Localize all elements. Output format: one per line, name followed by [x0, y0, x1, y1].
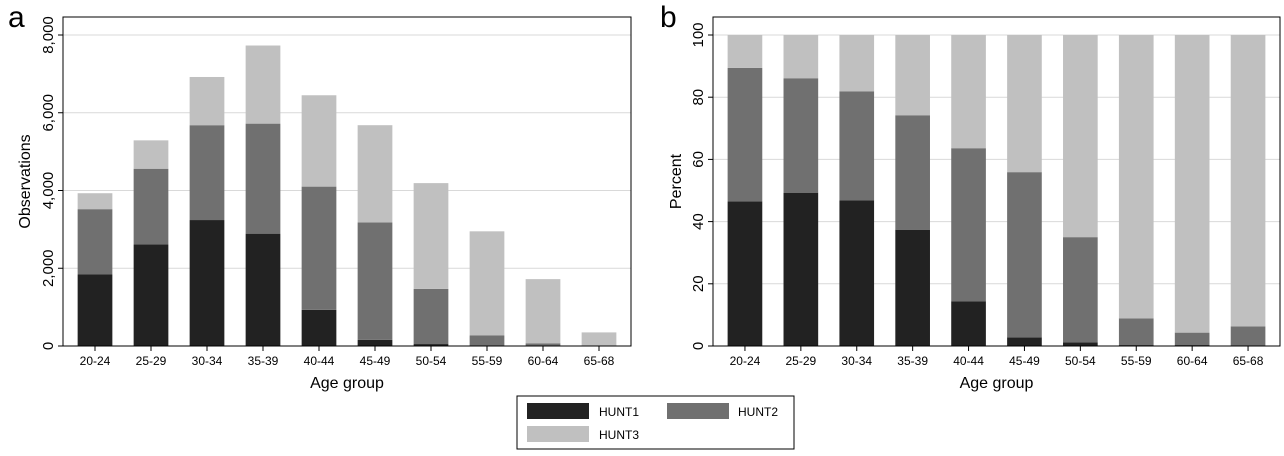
x-tick-label: 45-49: [360, 354, 391, 368]
x-tick-label: 20-24: [730, 354, 761, 368]
x-tick-label: 40-44: [304, 354, 335, 368]
x-tick-label: 60-64: [1177, 354, 1208, 368]
bar-hunt1: [951, 301, 986, 346]
bar-hunt2: [728, 68, 763, 201]
bar-hunt3: [414, 183, 449, 289]
legend-swatch-hunt3: [527, 426, 589, 442]
legend-swatch-hunt2: [667, 403, 729, 419]
y-tick-label: 80: [690, 89, 707, 106]
y-tick-label: 6,000: [40, 94, 57, 132]
bar-hunt2: [1175, 333, 1210, 345]
bar-hunt2: [526, 343, 561, 346]
bar-hunt2: [1063, 237, 1098, 342]
x-tick-label: 50-54: [1065, 354, 1096, 368]
bar-hunt3: [839, 35, 874, 91]
bar-hunt3: [1175, 35, 1210, 333]
bar-hunt1: [134, 245, 169, 346]
y-axis-label: Percent: [668, 153, 685, 209]
bar-hunt3: [951, 35, 986, 148]
panel-letter-a: a: [8, 1, 25, 34]
bar-hunt2: [1231, 326, 1266, 346]
bar-hunt3: [582, 332, 617, 345]
y-tick-label: 100: [690, 22, 707, 47]
x-tick-label: 35-39: [248, 354, 279, 368]
bar-hunt3: [470, 231, 505, 335]
x-tick-label: 65-68: [1233, 354, 1264, 368]
bar-hunt2: [470, 336, 505, 346]
bar-hunt2: [78, 209, 113, 274]
x-tick-label: 25-29: [136, 354, 167, 368]
legend-label-hunt2: HUNT2: [738, 405, 778, 419]
y-tick-label: 2,000: [40, 249, 57, 287]
x-tick-label: 25-29: [785, 354, 816, 368]
bar-hunt3: [246, 45, 281, 123]
bar-hunt3: [302, 95, 337, 186]
bar-hunt2: [414, 289, 449, 344]
x-tick-label: 20-24: [80, 354, 111, 368]
bar-hunt2: [895, 115, 930, 229]
x-tick-label: 60-64: [528, 354, 559, 368]
bar-hunt2: [1007, 172, 1042, 337]
bar-hunt3: [784, 35, 819, 78]
bar-hunt3: [190, 77, 225, 125]
bar-hunt2: [190, 125, 225, 220]
y-tick-label: 0: [40, 342, 57, 350]
bar-hunt1: [1007, 337, 1042, 346]
x-tick-label: 45-49: [1009, 354, 1040, 368]
bar-hunt2: [302, 187, 337, 310]
bar-hunt3: [1063, 35, 1098, 237]
bar-hunt3: [526, 279, 561, 343]
bar-hunt2: [839, 91, 874, 200]
y-tick-label: 60: [690, 151, 707, 168]
bar-hunt3: [1007, 35, 1042, 172]
bar-hunt2: [134, 169, 169, 245]
x-tick-label: 55-59: [1121, 354, 1152, 368]
panel-letter-b: b: [660, 1, 677, 34]
bar-hunt2: [1119, 318, 1154, 345]
y-tick-label: 8,000: [40, 16, 57, 54]
y-tick-label: 20: [690, 275, 707, 292]
y-tick-label: 4,000: [40, 172, 57, 210]
x-tick-label: 40-44: [953, 354, 984, 368]
x-tick-label: 35-39: [897, 354, 928, 368]
legend-label-hunt1: HUNT1: [599, 405, 639, 419]
x-tick-label: 30-34: [192, 354, 223, 368]
legend-swatch-hunt1: [527, 403, 589, 419]
x-tick-label: 50-54: [416, 354, 447, 368]
x-tick-label: 65-68: [584, 354, 615, 368]
bar-hunt3: [78, 193, 113, 209]
bar-hunt1: [246, 234, 281, 346]
bar-hunt3: [134, 140, 169, 168]
x-axis-label: Age group: [310, 375, 384, 392]
legend-label-hunt3: HUNT3: [599, 428, 639, 442]
x-tick-label: 55-59: [472, 354, 503, 368]
bar-hunt3: [728, 35, 763, 68]
bar-hunt3: [895, 35, 930, 115]
bar-hunt2: [951, 148, 986, 301]
x-axis-label: Age group: [960, 375, 1034, 392]
y-axis-label: Observations: [17, 134, 34, 228]
x-tick-label: 30-34: [841, 354, 872, 368]
bar-hunt1: [784, 193, 819, 346]
bar-hunt1: [1063, 342, 1098, 346]
bar-hunt1: [78, 274, 113, 346]
bar-hunt1: [358, 340, 393, 346]
bar-hunt1: [302, 310, 337, 346]
bar-hunt2: [246, 124, 281, 234]
bar-hunt2: [358, 222, 393, 339]
bar-hunt1: [190, 220, 225, 346]
bar-hunt3: [358, 125, 393, 222]
bar-hunt3: [1119, 35, 1154, 318]
bar-hunt2: [784, 78, 819, 192]
y-tick-label: 0: [690, 342, 707, 350]
bar-hunt1: [895, 230, 930, 346]
bar-hunt3: [1231, 35, 1266, 326]
y-tick-label: 40: [690, 213, 707, 230]
bar-hunt1: [728, 201, 763, 346]
bar-hunt1: [839, 200, 874, 346]
